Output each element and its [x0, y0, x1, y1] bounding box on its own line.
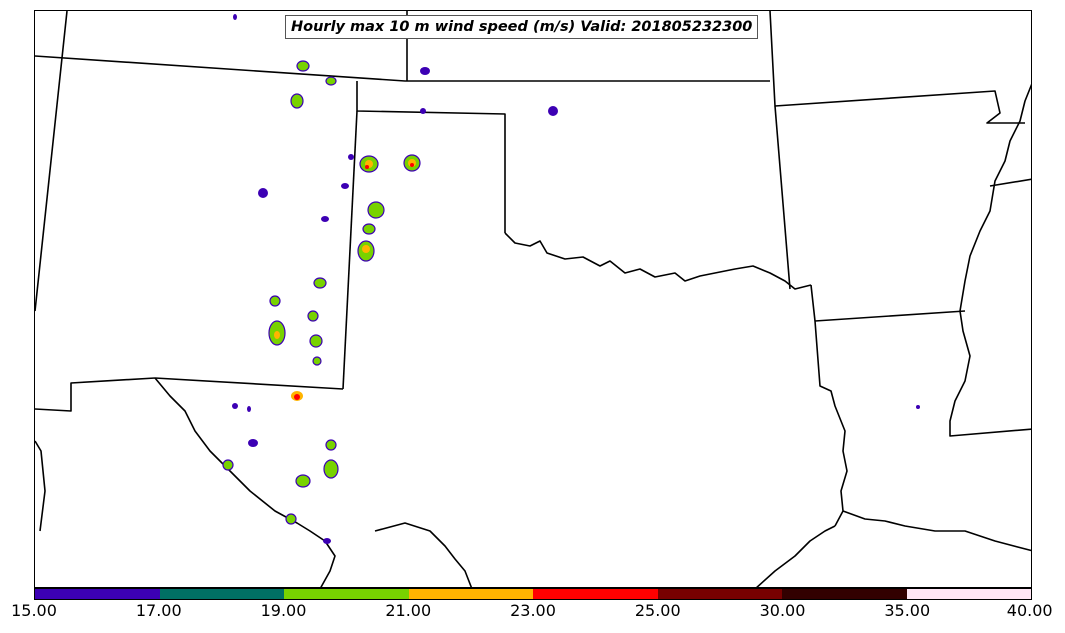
colorbar-tick-label: 19.00	[260, 601, 307, 620]
colorbar-segment	[35, 589, 160, 599]
wind-speed-cells	[222, 14, 920, 544]
colorbar-segment	[284, 589, 409, 599]
map-canvas	[35, 11, 1031, 587]
colorbar-tick-label: 25.00	[634, 601, 681, 620]
colorbar-segment	[782, 589, 907, 599]
colorbar-tick-label: 35.00	[884, 601, 931, 620]
colorbar-segment	[533, 589, 658, 599]
colorbar-segment	[657, 589, 782, 599]
colorbar	[34, 588, 1032, 600]
plot-title: Hourly max 10 m wind speed (m/s) Valid: …	[285, 15, 759, 39]
map-plot-area	[34, 10, 1032, 588]
colorbar-tick-label: 17.00	[135, 601, 182, 620]
colorbar-segment	[159, 589, 284, 599]
colorbar-segment	[906, 589, 1031, 599]
colorbar-tick-label: 30.00	[759, 601, 806, 620]
state-boundaries	[35, 11, 1031, 587]
colorbar-tick-label: 23.00	[510, 601, 556, 620]
colorbar-tick-label: 40.00	[1006, 601, 1053, 620]
colorbar-segment	[408, 589, 533, 599]
colorbar-tick-label: 15.00	[11, 601, 57, 620]
colorbar-tick-label: 21.00	[385, 601, 432, 620]
